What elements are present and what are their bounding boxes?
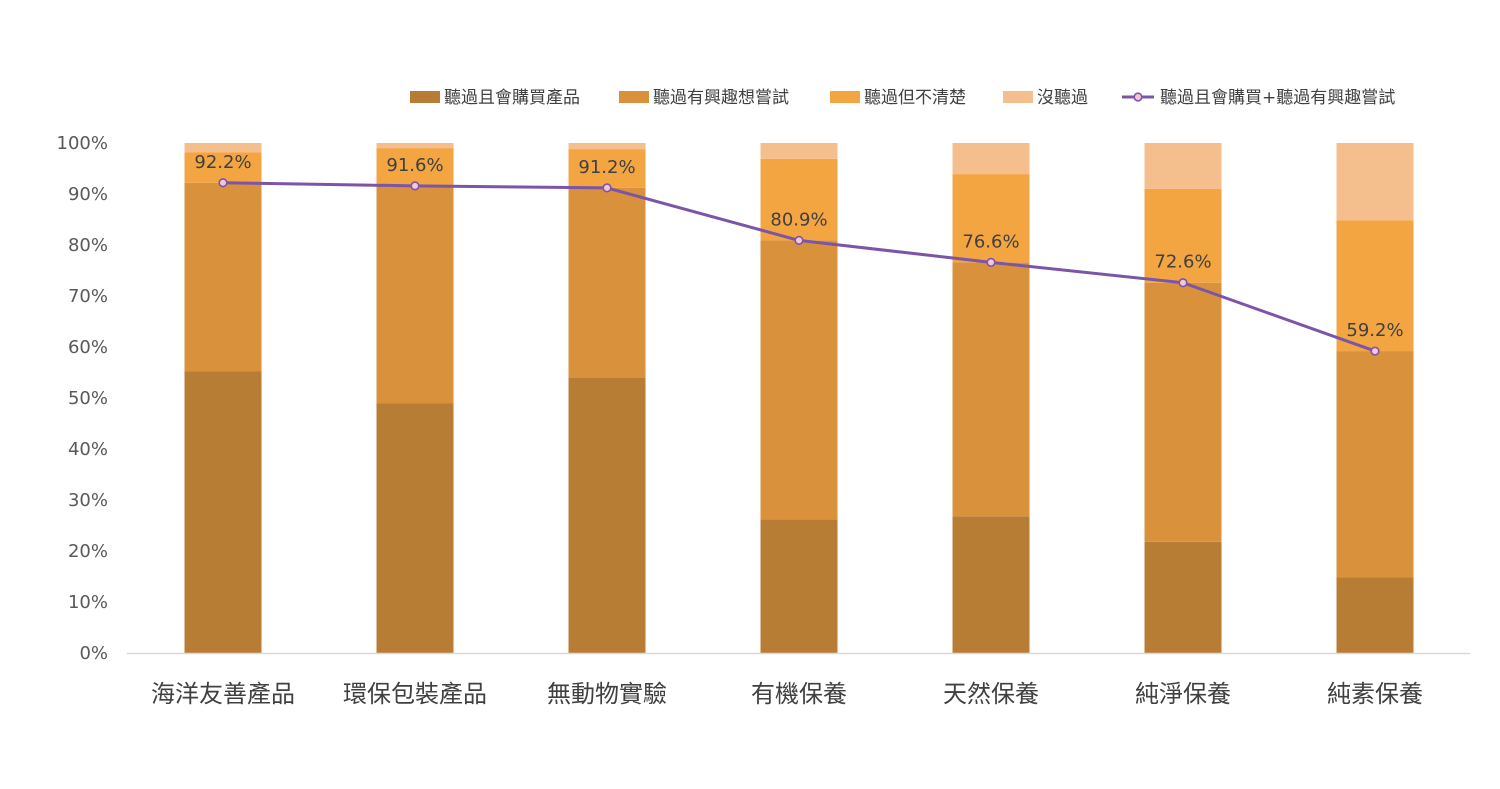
line-point — [410, 181, 420, 191]
x-tick-label: 無動物實驗 — [547, 680, 667, 708]
y-tick-label: 50% — [68, 388, 108, 409]
line-point — [1178, 278, 1188, 288]
bar-segment-series-2 — [376, 185, 454, 404]
bar-segment-series-4 — [760, 143, 838, 159]
bar-segment-series-3 — [376, 148, 454, 186]
bar-segment-series-3 — [952, 174, 1030, 263]
legend-swatch — [1003, 91, 1033, 103]
legend-item: 聽過有興趣想嘗試 — [619, 88, 789, 108]
bar-segment-series-2 — [1144, 282, 1222, 542]
data-label: 80.9% — [770, 209, 827, 230]
bar-segment-series-1 — [952, 516, 1030, 653]
y-tick-label: 60% — [68, 337, 108, 358]
y-tick-label: 90% — [68, 184, 108, 205]
x-tick-label: 純素保養 — [1327, 680, 1423, 708]
bar-segment-series-2 — [568, 187, 646, 378]
y-axis: 0% 10% 20% 30% 40% 50% 60% 70% 80% 90% 100% — [57, 133, 108, 664]
legend-item: 聽過但不清楚 — [830, 88, 966, 108]
legend-swatch — [830, 91, 860, 103]
y-tick-label: 70% — [68, 286, 108, 307]
bar-segment-series-2 — [184, 182, 262, 372]
bars — [184, 143, 1414, 653]
line-point — [218, 178, 228, 188]
bar-segment-series-4 — [184, 143, 262, 153]
legend: 聽過且會購買產品 聽過有興趣想嘗試 聽過但不清楚 沒聽過 聽過且會購買+聽過有興趣嘗試 — [410, 88, 1395, 108]
y-tick-label: 0% — [79, 643, 108, 664]
line-point — [1370, 346, 1380, 356]
legend-label: 聽過有興趣想嘗試 — [653, 88, 789, 108]
bar-segment-series-3 — [1144, 188, 1222, 283]
bar-segment-series-2 — [760, 240, 838, 520]
data-label: 59.2% — [1346, 320, 1403, 341]
legend-label: 聽過且會購買產品 — [444, 88, 580, 108]
bar-segment-series-1 — [184, 371, 262, 653]
bar-segment-series-3 — [184, 152, 262, 183]
y-tick-label: 100% — [57, 133, 108, 154]
bar-segment-series-4 — [568, 143, 646, 150]
data-labels: 92.2% 91.6% 91.2% 80.9% 76.6% 72.6% 59.2% — [194, 152, 1403, 341]
data-label: 72.6% — [1154, 252, 1211, 273]
y-tick-label: 80% — [68, 235, 108, 256]
legend-swatch — [410, 91, 440, 103]
bar-segment-series-1 — [1144, 541, 1222, 653]
bar-segment-series-3 — [568, 149, 646, 188]
line-point — [986, 257, 996, 267]
bar-segment-series-4 — [1144, 143, 1222, 189]
bar-segment-series-2 — [1336, 351, 1414, 578]
data-label: 92.2% — [194, 152, 251, 173]
bar-segment-series-4 — [952, 143, 1030, 175]
legend-item: 聽過且會購買+聽過有興趣嘗試 — [1122, 88, 1395, 108]
x-tick-label: 有機保養 — [751, 680, 847, 708]
bar-segment-series-4 — [1336, 143, 1414, 221]
y-tick-label: 40% — [68, 439, 108, 460]
legend-label: 聽過但不清楚 — [864, 88, 966, 108]
y-tick-label: 30% — [68, 490, 108, 511]
bar-segment-series-3 — [1336, 220, 1414, 352]
legend-line-marker — [1133, 92, 1143, 102]
bar-segment-series-1 — [760, 519, 838, 653]
x-tick-label: 天然保養 — [943, 680, 1039, 708]
data-label: 91.6% — [386, 155, 443, 176]
x-tick-label: 純淨保養 — [1135, 680, 1231, 708]
bar-segment-series-1 — [1336, 577, 1414, 653]
line-point — [794, 235, 804, 246]
legend-item: 聽過且會購買產品 — [410, 88, 580, 108]
bar-segment-series-2 — [952, 262, 1030, 517]
legend-label: 聽過且會購買+聽過有興趣嘗試 — [1160, 88, 1395, 108]
x-axis-labels: 海洋友善產品 環保包裝產品 無動物實驗 有機保養 天然保養 純淨保養 純素保養 — [151, 680, 1423, 708]
bar-segment-series-3 — [760, 158, 838, 241]
bar-segment-series-1 — [568, 377, 646, 653]
x-tick-label: 海洋友善產品 — [151, 680, 295, 708]
legend-swatch — [619, 91, 649, 103]
total-line — [218, 178, 1380, 356]
data-label: 76.6% — [962, 231, 1019, 252]
line-point — [602, 183, 612, 193]
bar-segment-series-1 — [376, 403, 454, 653]
legend-item: 沒聽過 — [1003, 88, 1088, 108]
x-tick-label: 環保包裝產品 — [343, 680, 487, 708]
bar-segment-series-4 — [376, 143, 454, 149]
legend-label: 沒聽過 — [1037, 88, 1088, 108]
y-tick-label: 20% — [68, 541, 108, 562]
y-tick-label: 10% — [68, 592, 108, 613]
data-label: 91.2% — [578, 157, 635, 178]
